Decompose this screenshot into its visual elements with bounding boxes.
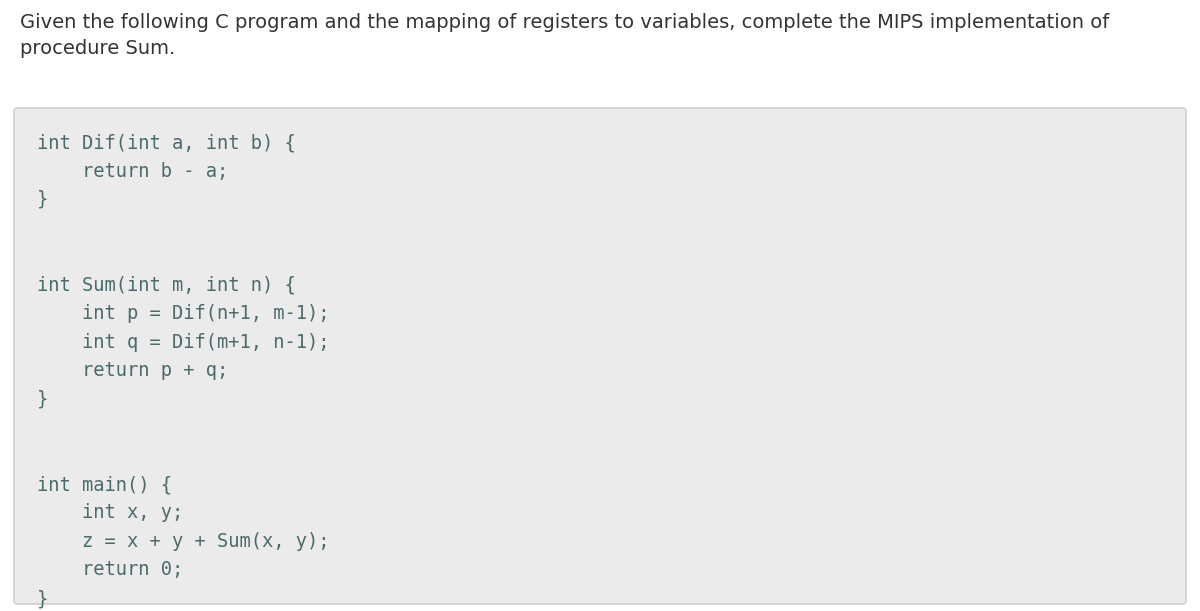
Text: int x, y;: int x, y;: [37, 503, 184, 522]
Text: z = x + y + Sum(x, y);: z = x + y + Sum(x, y);: [37, 532, 330, 551]
Text: int Dif(int a, int b) {: int Dif(int a, int b) {: [37, 133, 295, 152]
Text: return b - a;: return b - a;: [37, 161, 228, 180]
Text: return 0;: return 0;: [37, 560, 184, 579]
FancyBboxPatch shape: [14, 108, 1186, 604]
Text: }: }: [37, 190, 48, 209]
Text: int q = Dif(m+1, n-1);: int q = Dif(m+1, n-1);: [37, 332, 330, 351]
Text: int main() {: int main() {: [37, 475, 172, 494]
Text: }: }: [37, 589, 48, 608]
Text: Given the following C program and the mapping of registers to variables, complet: Given the following C program and the ma…: [20, 13, 1109, 32]
Text: return p + q;: return p + q;: [37, 361, 228, 380]
Text: int p = Dif(n+1, m-1);: int p = Dif(n+1, m-1);: [37, 304, 330, 323]
Text: }: }: [37, 389, 48, 409]
Text: int Sum(int m, int n) {: int Sum(int m, int n) {: [37, 276, 295, 295]
Text: procedure Sum.: procedure Sum.: [20, 39, 175, 58]
